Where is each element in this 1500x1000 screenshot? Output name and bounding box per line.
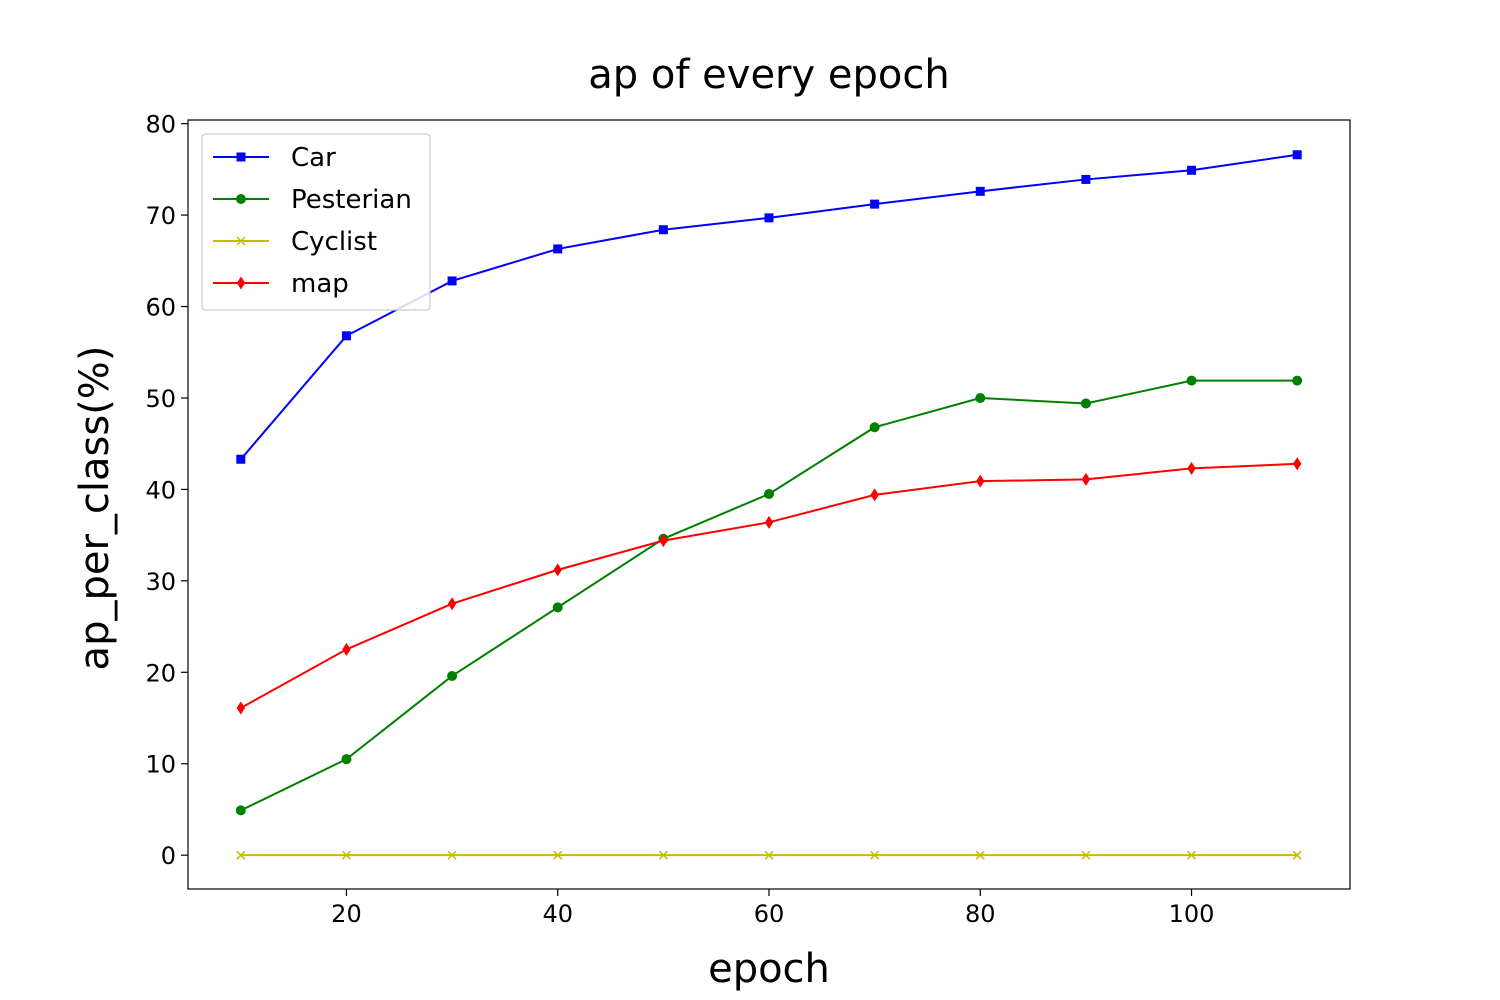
data-point-map bbox=[553, 563, 562, 577]
legend-label-map: map bbox=[291, 269, 349, 299]
chart-title: ap of every epoch bbox=[588, 52, 949, 98]
y-tick-label: 80 bbox=[145, 111, 176, 139]
y-tick-label: 0 bbox=[161, 842, 176, 870]
legend-marker-pesterian bbox=[236, 194, 246, 204]
series-map bbox=[236, 457, 1302, 715]
y-tick-label: 60 bbox=[145, 294, 176, 322]
legend-item-pesterian: Pesterian bbox=[213, 185, 412, 215]
data-point-car bbox=[975, 186, 985, 196]
data-point-map bbox=[1081, 472, 1091, 486]
data-point-cyclist bbox=[870, 850, 880, 860]
data-point-car bbox=[553, 244, 563, 254]
x-tick-label: 20 bbox=[331, 900, 362, 928]
y-axis-label: ap_per_class(%) bbox=[72, 346, 118, 671]
legend-label-car: Car bbox=[291, 143, 336, 173]
data-point-map bbox=[764, 515, 774, 529]
data-point-car bbox=[447, 276, 457, 286]
data-point-pesterian bbox=[552, 602, 563, 613]
y-tick-label: 50 bbox=[145, 385, 176, 413]
data-point-pesterian bbox=[341, 754, 352, 765]
data-point-map bbox=[1292, 457, 1302, 471]
legend: Car Pesterian Cyclist map bbox=[201, 133, 431, 311]
x-axis-ticks: 20 40 60 80 100 bbox=[331, 889, 1214, 928]
legend-marker-cyclist bbox=[236, 236, 246, 246]
series-layer bbox=[235, 150, 1303, 860]
legend-item-cyclist: Cyclist bbox=[213, 227, 377, 257]
data-point-pesterian bbox=[975, 392, 986, 403]
data-point-car bbox=[658, 225, 668, 235]
y-tick-label: 40 bbox=[145, 476, 176, 504]
legend-marker-map bbox=[236, 276, 246, 290]
data-point-car bbox=[341, 331, 351, 341]
data-point-car bbox=[1187, 165, 1197, 175]
x-tick-label: 100 bbox=[1169, 900, 1215, 928]
data-point-pesterian bbox=[1292, 375, 1303, 386]
data-point-pesterian bbox=[235, 805, 246, 816]
data-point-cyclist bbox=[341, 850, 351, 860]
data-point-map bbox=[870, 488, 879, 502]
data-point-cyclist bbox=[236, 850, 246, 860]
x-tick-label: 40 bbox=[542, 900, 573, 928]
legend-box bbox=[201, 133, 431, 311]
data-point-cyclist bbox=[447, 850, 457, 860]
data-point-pesterian bbox=[764, 488, 774, 499]
data-point-map bbox=[236, 701, 246, 715]
data-point-car bbox=[870, 199, 880, 209]
y-tick-label: 70 bbox=[145, 202, 176, 230]
data-point-cyclist bbox=[1292, 850, 1302, 860]
legend-item-map: map bbox=[213, 269, 349, 299]
data-point-cyclist bbox=[1081, 850, 1091, 860]
data-point-map bbox=[342, 642, 351, 656]
data-point-car bbox=[1292, 150, 1302, 160]
x-tick-label: 80 bbox=[965, 900, 996, 928]
data-point-car bbox=[764, 213, 774, 223]
legend-label-cyclist: Cyclist bbox=[291, 227, 377, 257]
data-point-cyclist bbox=[553, 850, 563, 860]
legend-label-pesterian: Pesterian bbox=[291, 185, 412, 215]
data-point-pesterian bbox=[1080, 398, 1091, 409]
y-tick-label: 10 bbox=[145, 751, 176, 779]
y-axis-ticks: 0 10 20 30 40 50 60 70 80 bbox=[145, 111, 188, 870]
data-point-cyclist bbox=[658, 850, 668, 860]
data-point-pesterian bbox=[1186, 375, 1197, 386]
data-point-cyclist bbox=[975, 850, 985, 860]
data-point-cyclist bbox=[1187, 850, 1197, 860]
data-point-map bbox=[1187, 461, 1196, 475]
data-point-map bbox=[447, 597, 457, 611]
data-point-pesterian bbox=[447, 670, 458, 681]
data-point-map bbox=[976, 474, 985, 488]
data-point-cyclist bbox=[764, 850, 774, 860]
x-axis-label: epoch bbox=[708, 946, 830, 992]
series-cyclist bbox=[236, 850, 1302, 860]
data-point-pesterian bbox=[869, 422, 880, 433]
data-point-car bbox=[1081, 174, 1091, 184]
y-tick-label: 20 bbox=[145, 659, 176, 687]
data-point-map bbox=[659, 534, 668, 548]
data-point-car bbox=[236, 454, 246, 464]
y-tick-label: 30 bbox=[145, 568, 176, 596]
legend-marker-car bbox=[236, 152, 246, 162]
legend-item-car: Car bbox=[213, 143, 336, 173]
x-tick-label: 60 bbox=[754, 900, 785, 928]
plot-frame bbox=[187, 119, 1351, 890]
